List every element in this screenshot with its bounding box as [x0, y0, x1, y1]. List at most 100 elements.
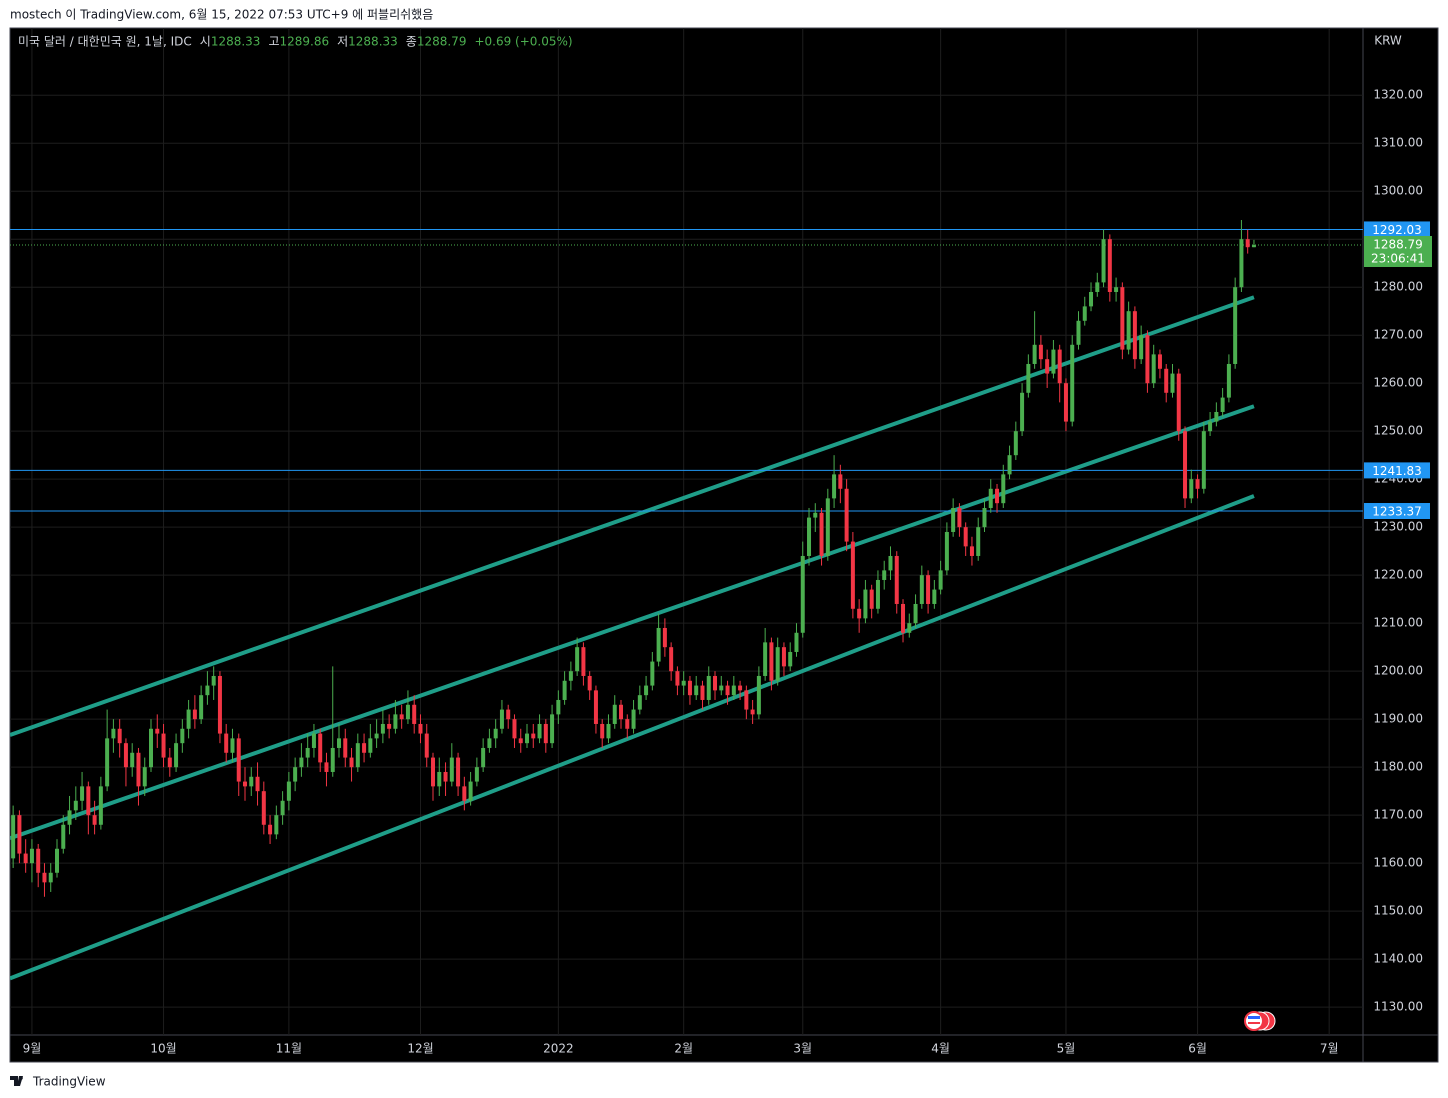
candle-body: [236, 738, 241, 782]
y-tick-label: 1250.00: [1373, 424, 1423, 438]
candle-body: [825, 498, 830, 556]
candle-body: [794, 632, 799, 652]
candle-body: [73, 800, 78, 811]
y-tick-label: 1210.00: [1373, 616, 1423, 630]
candle-body: [819, 512, 824, 556]
candle-body: [443, 771, 448, 782]
candle-body: [1007, 455, 1012, 475]
footer-brand: TradingView: [32, 1075, 106, 1089]
y-tick-label: 1310.00: [1373, 136, 1423, 150]
candle-body: [318, 733, 323, 763]
candle-body: [1145, 335, 1150, 384]
candle-body: [988, 488, 993, 508]
legend-label: 시: [200, 35, 211, 49]
legend-label: 고: [268, 35, 279, 49]
candle-body: [217, 675, 222, 734]
candle-body: [161, 733, 166, 758]
candle-body: [393, 714, 398, 729]
y-tick-label: 1300.00: [1373, 184, 1423, 198]
candle-body: [982, 507, 987, 528]
candle-body: [1226, 363, 1231, 398]
candle-body: [813, 512, 818, 518]
candle-body: [155, 728, 160, 734]
candle-body: [556, 699, 561, 715]
candle-body: [857, 608, 862, 619]
candle-body: [1013, 431, 1018, 456]
last-price-bg: [1364, 235, 1432, 267]
candle-body: [525, 733, 530, 744]
candle-body: [800, 555, 805, 633]
candle-body: [324, 762, 329, 772]
candle-body: [1020, 392, 1025, 432]
candle-body: [888, 555, 893, 571]
candle-body: [1114, 287, 1119, 292]
candle-body: [612, 704, 617, 724]
candle-body: [29, 848, 34, 864]
candle-body: [424, 733, 429, 758]
candle-body: [506, 709, 511, 720]
candle-body: [1233, 287, 1238, 364]
candle-body: [1089, 291, 1094, 307]
candle-body: [48, 872, 53, 883]
candle-body: [67, 810, 72, 825]
candle-body: [562, 680, 567, 700]
price-label-bg: [1364, 221, 1430, 238]
y-tick-label: 1270.00: [1373, 328, 1423, 342]
candle-body: [380, 723, 385, 734]
candle-body: [863, 589, 868, 619]
candle-body: [98, 786, 103, 825]
x-tick-label: 3월: [793, 1042, 812, 1056]
candle-body: [343, 738, 348, 758]
candle-body: [963, 527, 968, 547]
legend-value: 1288.79: [417, 35, 467, 49]
candle-body: [23, 853, 28, 864]
candle-body: [926, 575, 931, 604]
candle-body: [838, 474, 843, 489]
plot: [10, 219, 1363, 981]
candle-body: [449, 757, 454, 782]
chart-frame: [9, 27, 1439, 1063]
y-tick-label: 1180.00: [1373, 760, 1423, 774]
candle-body: [1157, 354, 1162, 369]
legend-value: 1289.86: [279, 35, 329, 49]
candle-body: [368, 738, 373, 753]
candle-body: [1032, 344, 1037, 364]
candle-body: [518, 738, 523, 744]
candle-body: [1183, 431, 1188, 499]
candle-body: [11, 815, 16, 859]
candle-body: [224, 733, 229, 753]
candle-body: [1132, 311, 1137, 360]
candle-body: [744, 690, 749, 710]
candle-body: [462, 786, 467, 801]
candle-body: [750, 709, 755, 715]
candle-body: [293, 767, 298, 782]
candle-body: [349, 757, 354, 768]
candle-body: [142, 767, 147, 787]
candle-body: [788, 651, 793, 667]
currency: KRW: [1374, 34, 1402, 48]
price-label: 1241.83: [1372, 464, 1422, 478]
y-tick-label: 1150.00: [1373, 904, 1423, 918]
y-tick-label: 1220.00: [1373, 568, 1423, 582]
candle-body: [199, 695, 204, 720]
candle-body: [86, 786, 91, 816]
candle-body: [130, 752, 135, 768]
x-tick-label: 10월: [150, 1042, 176, 1056]
candle-body: [706, 675, 711, 700]
candle-body: [1239, 239, 1244, 288]
y-tick-label: 1160.00: [1373, 856, 1423, 870]
candle-body: [1063, 383, 1068, 422]
candle-body: [619, 704, 624, 720]
candle-body: [1195, 479, 1200, 489]
candle-body: [537, 723, 542, 739]
candle-body: [1208, 421, 1213, 432]
candle-body: [493, 728, 498, 739]
candle-body: [17, 815, 22, 854]
candle-body: [1076, 320, 1081, 345]
candle-body: [456, 757, 461, 787]
candle-body: [243, 781, 248, 787]
candle-body: [431, 757, 436, 787]
y-tick-label: 1170.00: [1373, 808, 1423, 822]
candle-body: [687, 680, 692, 696]
